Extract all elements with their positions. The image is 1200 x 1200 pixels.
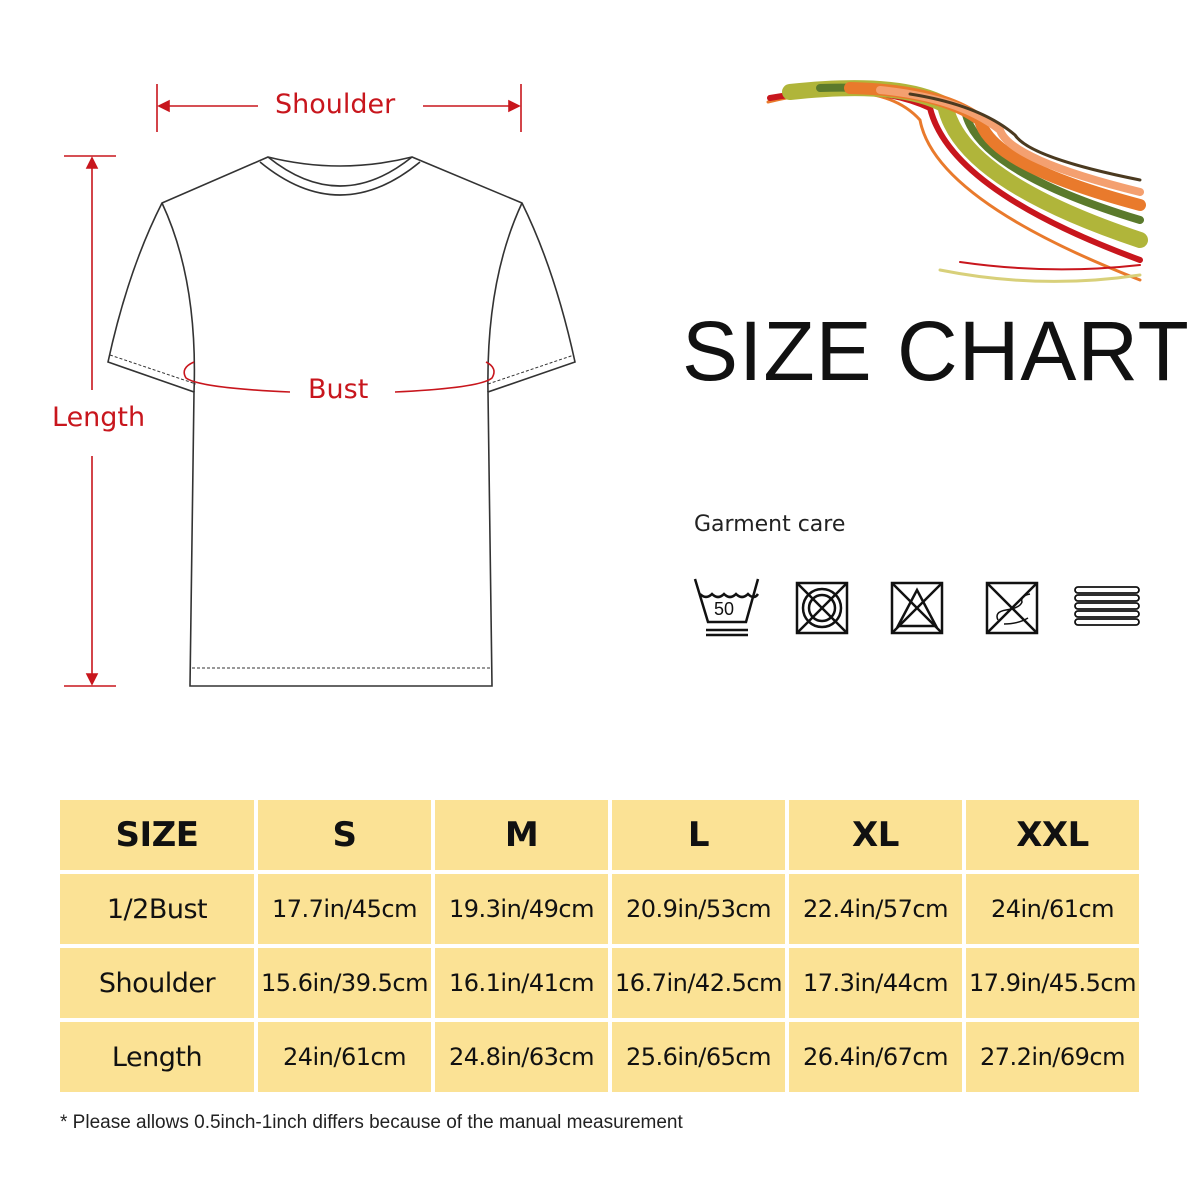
table-cell: 15.6in/39.5cm xyxy=(258,948,431,1018)
table-cell: 17.3in/44cm xyxy=(789,948,962,1018)
table-cell: 26.4in/67cm xyxy=(789,1022,962,1092)
table-cell: 24.8in/63cm xyxy=(435,1022,608,1092)
care-icons: 50 xyxy=(693,578,1140,637)
table-cell: 16.1in/41cm xyxy=(435,948,608,1018)
svg-text:50: 50 xyxy=(714,599,734,619)
table-cell: 19.3in/49cm xyxy=(435,874,608,944)
tshirt-diagram xyxy=(64,84,576,687)
row-label: Length xyxy=(60,1022,254,1092)
wash-50-gentle-icon: 50 xyxy=(693,578,760,637)
header-cell: XXL xyxy=(966,800,1139,870)
row-label: 1/2Bust xyxy=(60,874,254,944)
color-swoosh-decoration xyxy=(766,80,1148,283)
header-cell: M xyxy=(435,800,608,870)
header-cell: L xyxy=(612,800,785,870)
measurement-note: * Please allows 0.5inch-1inch differs be… xyxy=(60,1112,683,1133)
do-not-dry-clean-icon xyxy=(985,581,1039,635)
table-row: 1/2Bust 17.7in/45cm 19.3in/49cm 20.9in/5… xyxy=(60,874,1139,944)
table-cell: 17.7in/45cm xyxy=(258,874,431,944)
dry-flat-icon xyxy=(1074,586,1140,626)
tshirt-outline xyxy=(107,156,576,687)
table-cell: 25.6in/65cm xyxy=(612,1022,785,1092)
do-not-bleach-icon xyxy=(890,581,944,635)
page-title: SIZE CHART xyxy=(682,304,1190,398)
header-cell: S xyxy=(258,800,431,870)
table-cell: 24in/61cm xyxy=(966,874,1139,944)
bust-label: Bust xyxy=(308,374,369,405)
table-row: Length 24in/61cm 24.8in/63cm 25.6in/65cm… xyxy=(60,1022,1139,1092)
table-cell: 22.4in/57cm xyxy=(789,874,962,944)
table-cell: 20.9in/53cm xyxy=(612,874,785,944)
header-cell: XL xyxy=(789,800,962,870)
row-label: Shoulder xyxy=(60,948,254,1018)
table-row: Shoulder 15.6in/39.5cm 16.1in/41cm 16.7i… xyxy=(60,948,1139,1018)
table-header-row: SIZE S M L XL XXL xyxy=(60,800,1139,870)
garment-care-label: Garment care xyxy=(694,512,846,537)
table-cell: 27.2in/69cm xyxy=(966,1022,1139,1092)
do-not-tumble-dry-icon xyxy=(795,581,849,635)
table-cell: 24in/61cm xyxy=(258,1022,431,1092)
measure-lines xyxy=(64,84,522,687)
table-cell: 17.9in/45.5cm xyxy=(966,948,1139,1018)
table-cell: 16.7in/42.5cm xyxy=(612,948,785,1018)
header-cell: SIZE xyxy=(60,800,254,870)
size-table: SIZE S M L XL XXL 1/2Bust 17.7in/45cm 19… xyxy=(56,796,1143,1096)
length-label: Length xyxy=(52,402,146,433)
shoulder-label: Shoulder xyxy=(275,89,396,120)
